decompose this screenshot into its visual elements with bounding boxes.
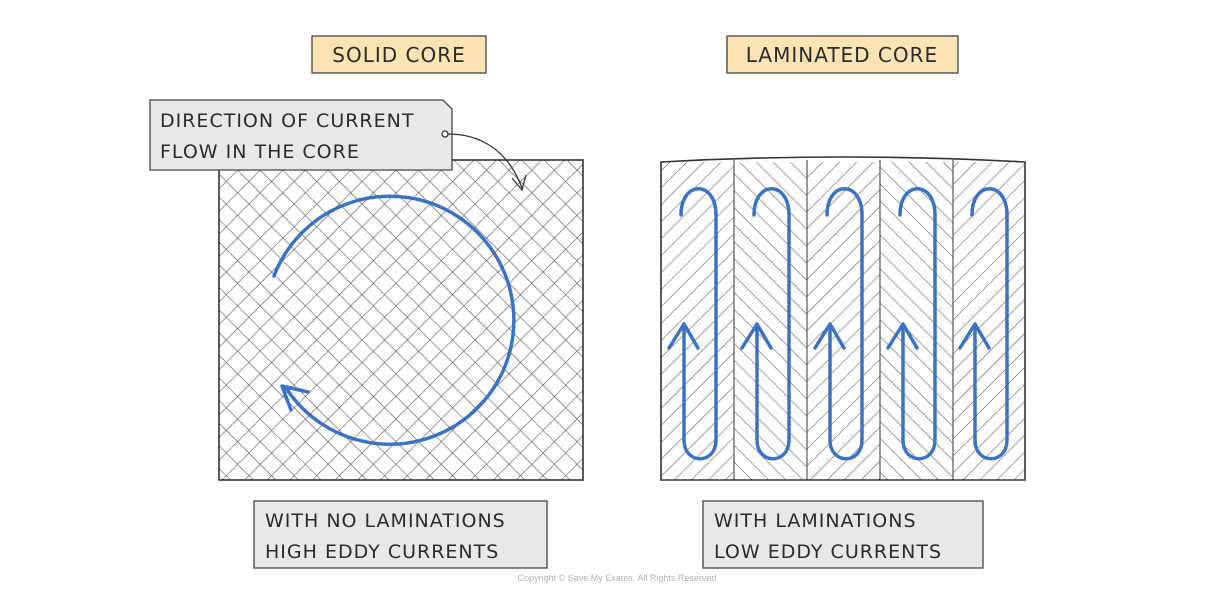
laminated-core-title: LAMINATED CORE	[746, 43, 938, 67]
lamination-current-loop	[813, 187, 864, 461]
laminated-core-caption-line2: LOW EDDY CURRENTS	[714, 541, 942, 563]
solid-core-current-arrowhead	[280, 384, 310, 412]
laminated-core-caption-line1: WITH LAMINATIONS	[714, 510, 917, 532]
solid-core-current-loop	[272, 194, 516, 446]
laminated-core-panel: LAMINATED CORE WITH LAMINATIONS LOW EDDY…	[660, 35, 1026, 569]
lamination-current-loop	[958, 187, 1009, 461]
solid-core-caption-box	[253, 500, 548, 569]
laminated-core-outline	[660, 156, 1026, 481]
lamination-strip	[880, 162, 953, 480]
solid-core-title: SOLID CORE	[332, 43, 465, 67]
callout-line2: FLOW IN THE CORE	[160, 141, 360, 163]
laminations	[661, 160, 1025, 480]
lamination-strip	[661, 162, 734, 480]
lamination-current-loop	[886, 187, 937, 461]
lamination-current-loop	[667, 187, 718, 461]
lamination-strip	[734, 162, 807, 480]
callout-line1: DIRECTION OF CURRENT	[160, 110, 414, 132]
solid-core-block	[218, 159, 584, 481]
lamination-current-loops	[667, 187, 1009, 461]
copyright-notice: Copyright © Save My Exams. All Rights Re…	[518, 573, 717, 583]
laminated-core-title-box	[726, 35, 959, 74]
solid-core-title-box	[311, 35, 487, 74]
solid-core-caption-line2: HIGH EDDY CURRENTS	[265, 541, 499, 563]
callout-pointer-arrowhead	[511, 174, 527, 192]
lamination-current-loop	[740, 187, 791, 461]
callout-pointer-dot	[441, 130, 449, 138]
solid-core-caption-line1: WITH NO LAMINATIONS	[265, 510, 506, 532]
callout-pointer-arrow	[447, 133, 523, 189]
lamination-strip	[953, 162, 1025, 480]
callout-box	[149, 99, 453, 171]
laminated-core-caption-box	[702, 500, 984, 569]
solid-core-panel: SOLID CORE DIRECTION OF CURRENT FLOW IN …	[149, 35, 584, 569]
lamination-strip	[807, 162, 880, 480]
